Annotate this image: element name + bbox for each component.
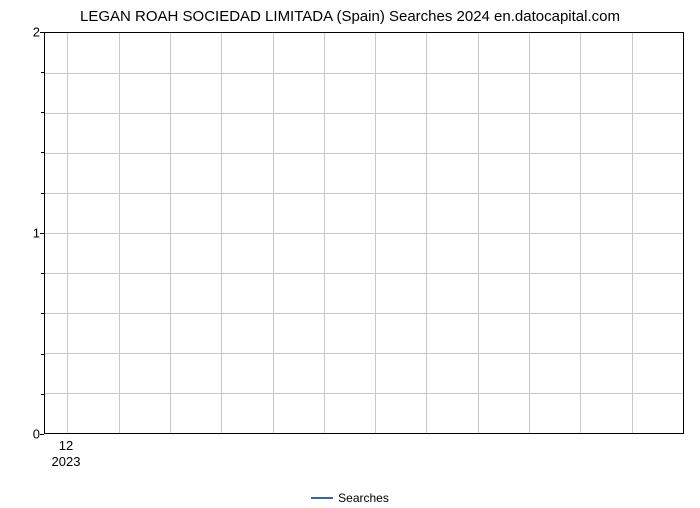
x-tick-label: 12 xyxy=(59,438,73,453)
gridline-h xyxy=(45,153,683,154)
y-minor-mark xyxy=(41,354,44,355)
y-minor-mark xyxy=(41,193,44,194)
gridline-h xyxy=(45,313,683,314)
legend: Searches xyxy=(0,490,700,505)
gridline-h xyxy=(45,233,683,234)
chart-container: LEGAN ROAH SOCIEDAD LIMITADA (Spain) Sea… xyxy=(0,8,700,508)
gridline-v xyxy=(324,33,325,433)
gridline-v xyxy=(529,33,530,433)
gridline-v xyxy=(375,33,376,433)
y-tick-mark xyxy=(40,434,44,435)
gridline-v xyxy=(580,33,581,433)
y-tick-mark xyxy=(40,233,44,234)
gridline-h xyxy=(45,113,683,114)
y-tick-label: 0 xyxy=(10,427,40,442)
y-tick-label: 2 xyxy=(10,25,40,40)
gridline-h xyxy=(45,393,683,394)
x-year-label: 2023 xyxy=(52,454,81,469)
y-minor-mark xyxy=(41,112,44,113)
chart-title: LEGAN ROAH SOCIEDAD LIMITADA (Spain) Sea… xyxy=(0,8,700,25)
gridline-v xyxy=(119,33,120,433)
y-minor-mark xyxy=(41,313,44,314)
gridline-v xyxy=(221,33,222,433)
gridline-h xyxy=(45,353,683,354)
y-tick-label: 1 xyxy=(10,226,40,241)
gridline-v xyxy=(426,33,427,433)
gridline-v xyxy=(632,33,633,433)
legend-line-icon xyxy=(311,497,333,499)
y-minor-mark xyxy=(41,152,44,153)
plot-area xyxy=(44,32,684,434)
gridline-h xyxy=(45,193,683,194)
y-minor-mark xyxy=(41,72,44,73)
y-tick-mark xyxy=(40,32,44,33)
gridline-v xyxy=(67,33,68,433)
y-minor-mark xyxy=(41,394,44,395)
gridline-v xyxy=(273,33,274,433)
gridline-h xyxy=(45,273,683,274)
legend-label: Searches xyxy=(338,491,389,505)
gridline-v xyxy=(170,33,171,433)
gridline-h xyxy=(45,73,683,74)
gridline-v xyxy=(478,33,479,433)
y-minor-mark xyxy=(41,273,44,274)
